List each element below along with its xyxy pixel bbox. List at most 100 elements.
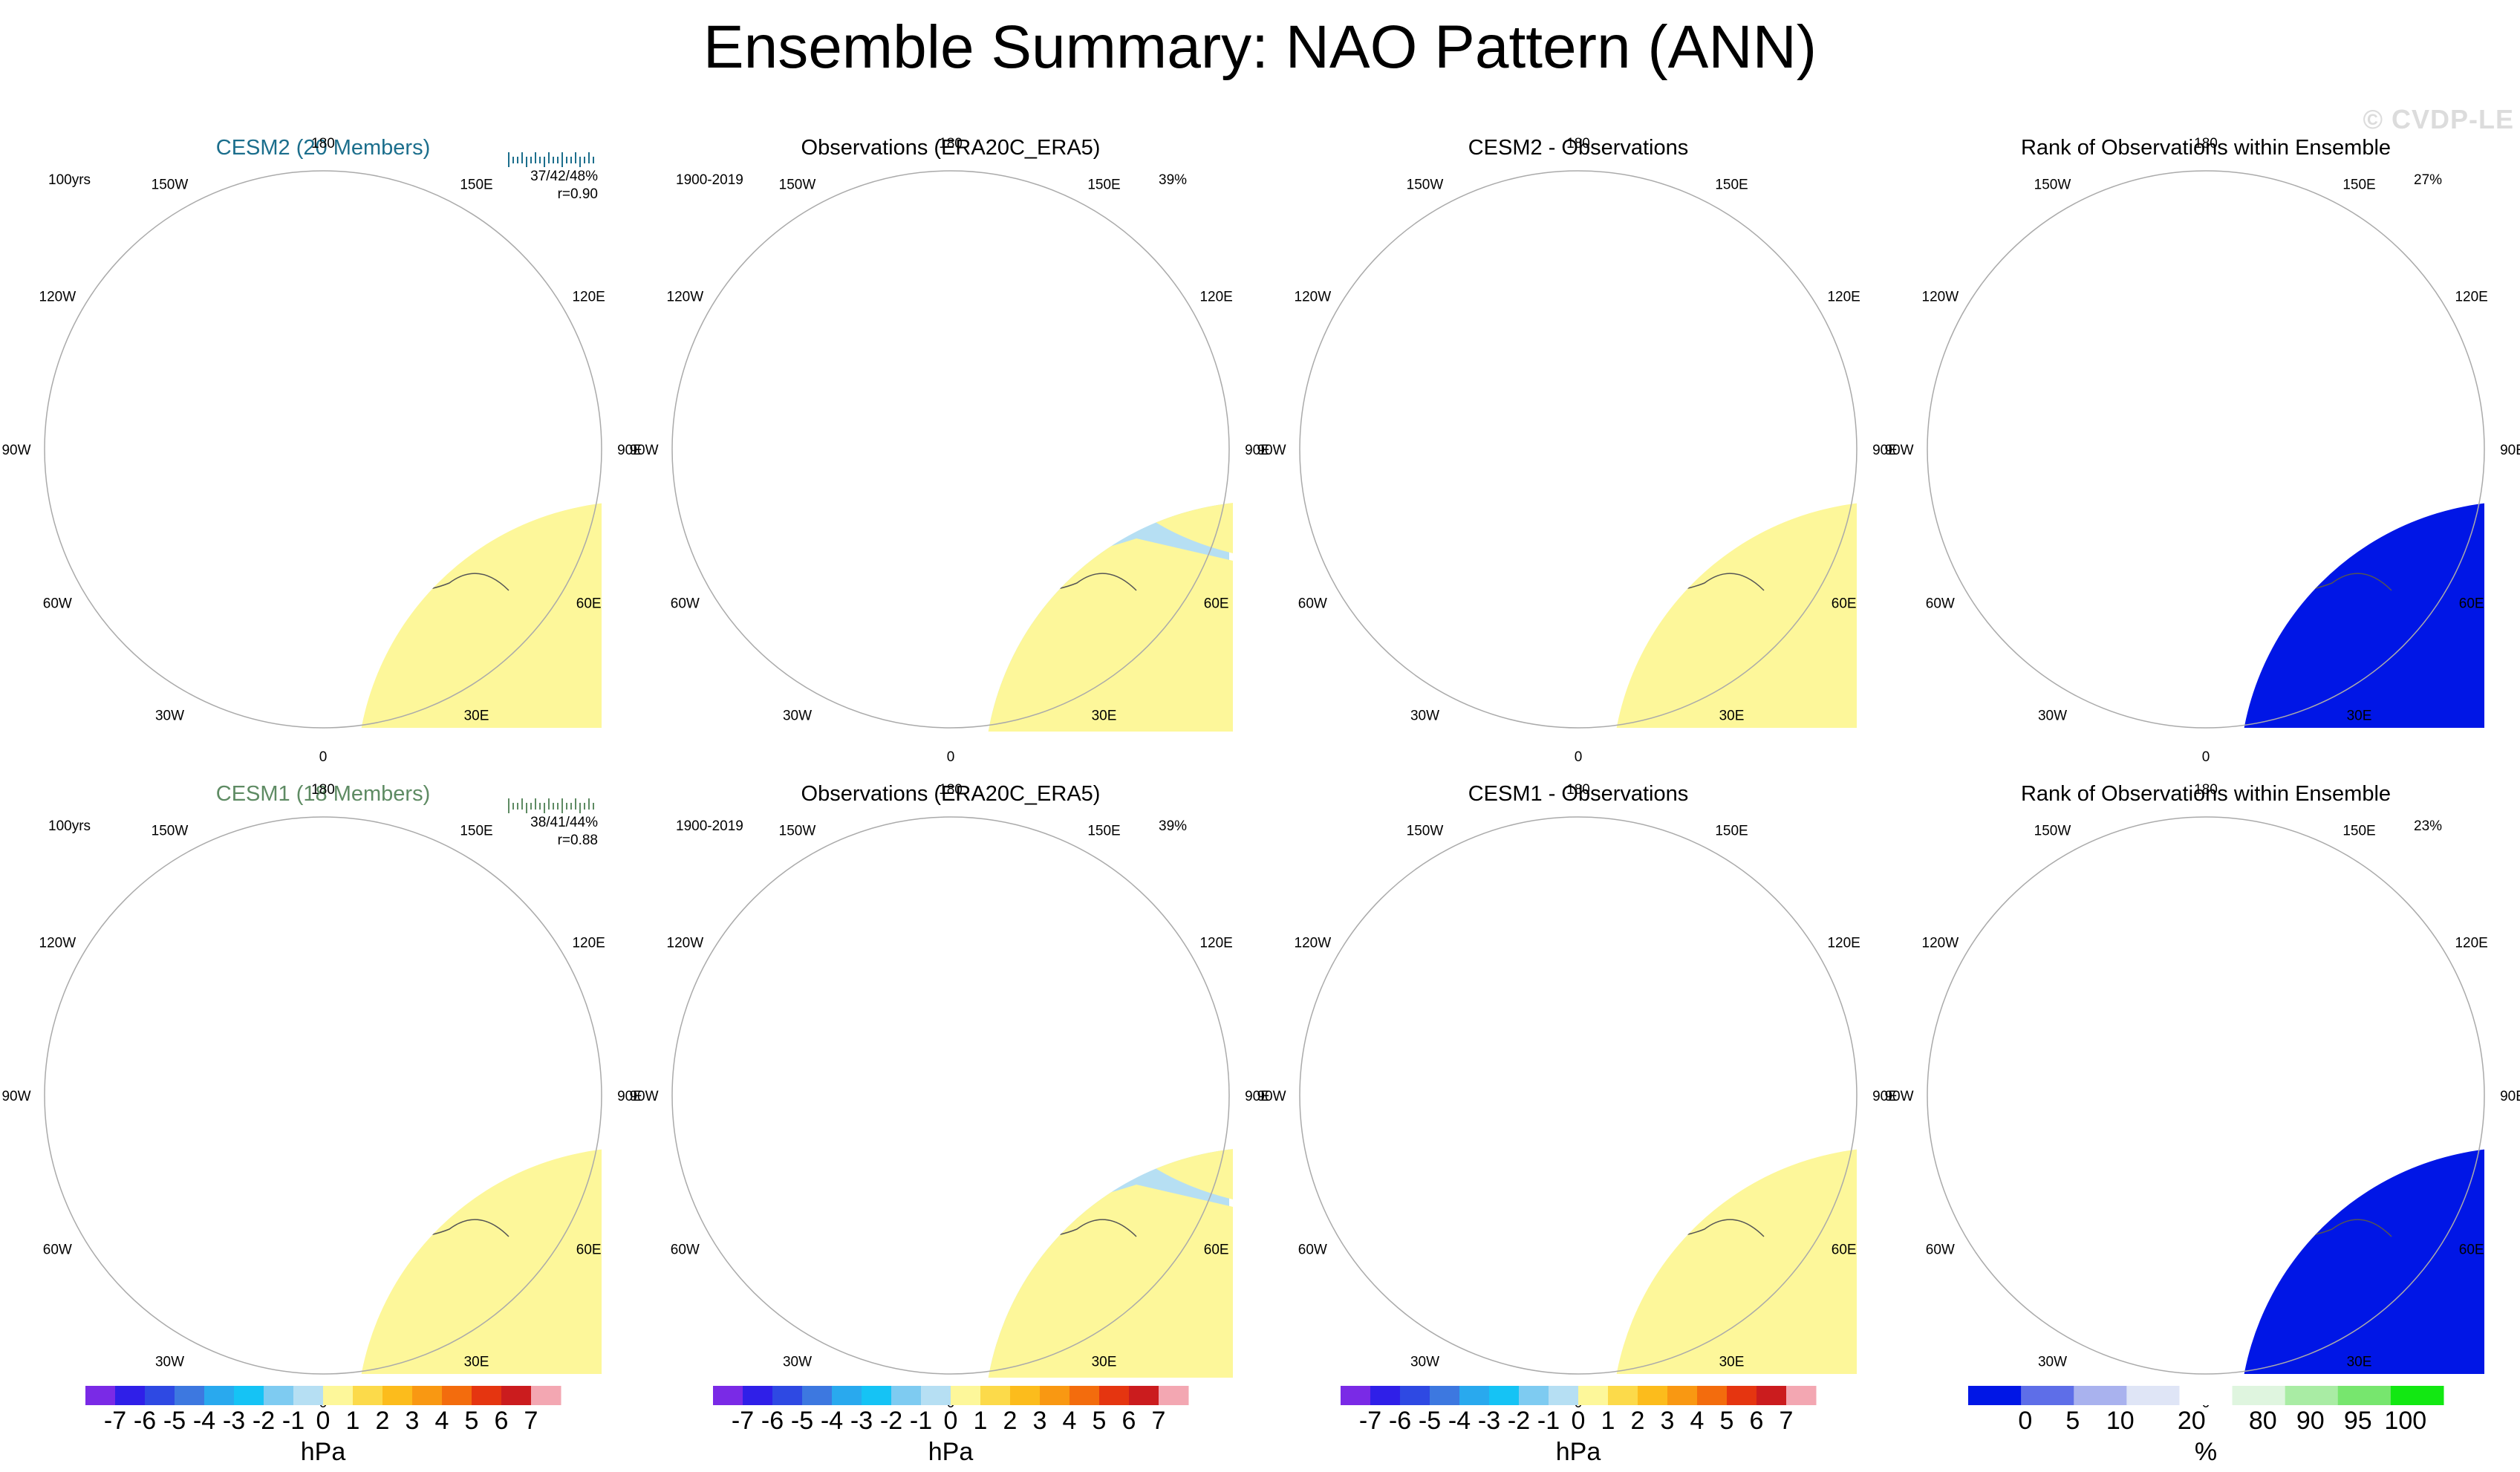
longitude-label: 60E: [1832, 1243, 1857, 1258]
colorbar-swatch: [2179, 1386, 2233, 1405]
longitude-label: 60W: [1926, 1243, 1955, 1258]
colorbar-tick-label: 2: [1003, 1407, 1018, 1435]
colorbar-swatch: [264, 1386, 294, 1405]
map-boundary: [44, 816, 602, 1375]
longitude-label: 180: [1566, 782, 1590, 798]
colorbar-swatch: [353, 1386, 383, 1405]
longitude-label: 90W: [1884, 443, 1913, 458]
colorbar-swatch: [1159, 1386, 1189, 1405]
colorbar-tick-label: -6: [761, 1407, 784, 1435]
map-boundary: [1299, 816, 1858, 1375]
rank-region: [1968, 1199, 2057, 1259]
pattern-correlation: r=0.90: [558, 186, 598, 202]
longitude-label: 30E: [2347, 709, 2372, 724]
map-boundary: [1299, 170, 1858, 729]
longitude-label: 60W: [671, 596, 700, 612]
longitude-label: 30E: [1719, 709, 1745, 724]
colorbar-swatch: [1578, 1386, 1609, 1405]
longitude-label: 90W: [1, 1089, 30, 1104]
colorbar-tick-label: 0: [316, 1407, 331, 1435]
member-ticks: [508, 152, 594, 167]
longitude-label: 120E: [572, 290, 605, 305]
longitude-label: 60E: [2459, 1243, 2484, 1258]
longitude-label: 150E: [1715, 177, 1748, 192]
rank-region: [1964, 435, 2075, 582]
colorbar-tick-label: 3: [1033, 1407, 1047, 1435]
colorbar: -7 -6 -5 -4 -3 -2 -1 0 1 2 3 4 5 6 7 hPa: [1341, 1386, 1817, 1466]
longitude-label: 60W: [43, 1243, 72, 1258]
longitude-label: 120W: [1295, 290, 1332, 305]
colorbar-tick-label: -7: [732, 1407, 754, 1435]
colorbar-swatch: [1519, 1386, 1549, 1405]
negative-anomaly-region: [1526, 1077, 1586, 1144]
longitude-label: 180: [939, 136, 963, 152]
colorbar-tick-label: 6: [1122, 1407, 1136, 1435]
colorbar-swatch: [2126, 1386, 2180, 1405]
longitude-label: 60E: [1204, 1243, 1229, 1258]
positive-anomaly-region: [1549, 301, 1608, 345]
colorbar-tick-label: 100: [2384, 1407, 2426, 1435]
colorbar-tick-label: 0: [944, 1407, 958, 1435]
negative-anomaly-region: [356, 501, 382, 540]
longitude-label: 150W: [2034, 177, 2071, 192]
panel-title: Observations (ERA20C_ERA5): [801, 136, 1101, 160]
colorbar-units: %: [2195, 1438, 2217, 1466]
colorbar-swatch: [802, 1386, 833, 1405]
negative-anomaly-region: [1526, 431, 1586, 498]
negative-anomaly-region: [984, 501, 1092, 561]
colorbar-swatch: [862, 1386, 892, 1405]
panel-title: CESM2 (20 Members): [216, 136, 430, 160]
colorbar-tick-label: 80: [2249, 1407, 2277, 1435]
colorbar-swatch: [1400, 1386, 1430, 1405]
longitude-label: 30E: [1092, 709, 1117, 724]
longitude-label: 60E: [1204, 596, 1229, 612]
longitude-label: 120W: [667, 290, 704, 305]
longitude-label: 60W: [1298, 1243, 1327, 1258]
colorbar-swatch: [1370, 1386, 1401, 1405]
longitude-label: 180: [311, 136, 335, 152]
longitude-label: 120W: [1922, 290, 1959, 305]
longitude-label: 120E: [2455, 290, 2487, 305]
negative-anomaly-region: [356, 1147, 382, 1186]
variance-percent: 39%: [1159, 818, 1187, 834]
longitude-label: 30W: [1410, 709, 1439, 724]
colorbar-swatch: [1756, 1386, 1787, 1405]
colorbar-units: hPa: [301, 1438, 346, 1466]
longitude-label: 120W: [39, 936, 76, 951]
colorbar-swatch: [412, 1386, 443, 1405]
negative-anomaly-region: [1519, 167, 1860, 264]
colorbar-tick-label: -4: [1448, 1407, 1471, 1435]
longitude-label: 90W: [1, 443, 30, 458]
polar-map: [1526, 947, 1857, 1374]
rank-region: [2239, 1147, 2295, 1179]
colorbar-swatch: [1549, 1386, 1579, 1405]
polar-map: [356, 501, 602, 728]
colorbar-swatch: [2390, 1386, 2444, 1405]
colorbar-swatch: [1341, 1386, 1371, 1405]
colorbar-swatch: [2337, 1386, 2392, 1405]
rank-region: [1968, 553, 2057, 613]
colorbar-tick-label: 10: [2106, 1407, 2135, 1435]
colorbar-tick-label: 2: [376, 1407, 390, 1435]
colorbar-swatch: [832, 1386, 862, 1405]
colorbar-swatch: [501, 1386, 532, 1405]
watermark: © CVDP-LE: [2363, 104, 2514, 134]
colorbar-tick-label: 7: [1152, 1407, 1166, 1435]
colorbar-tick-label: 4: [1063, 1407, 1077, 1435]
rank-high-region: [2175, 792, 2415, 968]
longitude-label: 150W: [152, 177, 189, 192]
longitude-label: 30W: [1410, 1355, 1439, 1370]
colorbar-swatch: [85, 1386, 116, 1405]
longitude-label: 90E: [2500, 1089, 2520, 1104]
pattern-correlation: r=0.88: [558, 833, 598, 848]
longitude-label: 180: [2194, 782, 2218, 798]
colorbar-swatch: [951, 1386, 981, 1405]
panel-title: Rank of Observations within Ensemble: [2021, 782, 2391, 806]
longitude-label: 60W: [1298, 596, 1327, 612]
colorbar-tick-label: 2: [1631, 1407, 1645, 1435]
longitude-label: 90E: [617, 443, 642, 458]
longitude-label: 150W: [152, 823, 189, 838]
colorbar: 0 5 10 20 80 90 95 100%: [1968, 1386, 2444, 1466]
positive-anomaly-region: [1549, 947, 1608, 991]
